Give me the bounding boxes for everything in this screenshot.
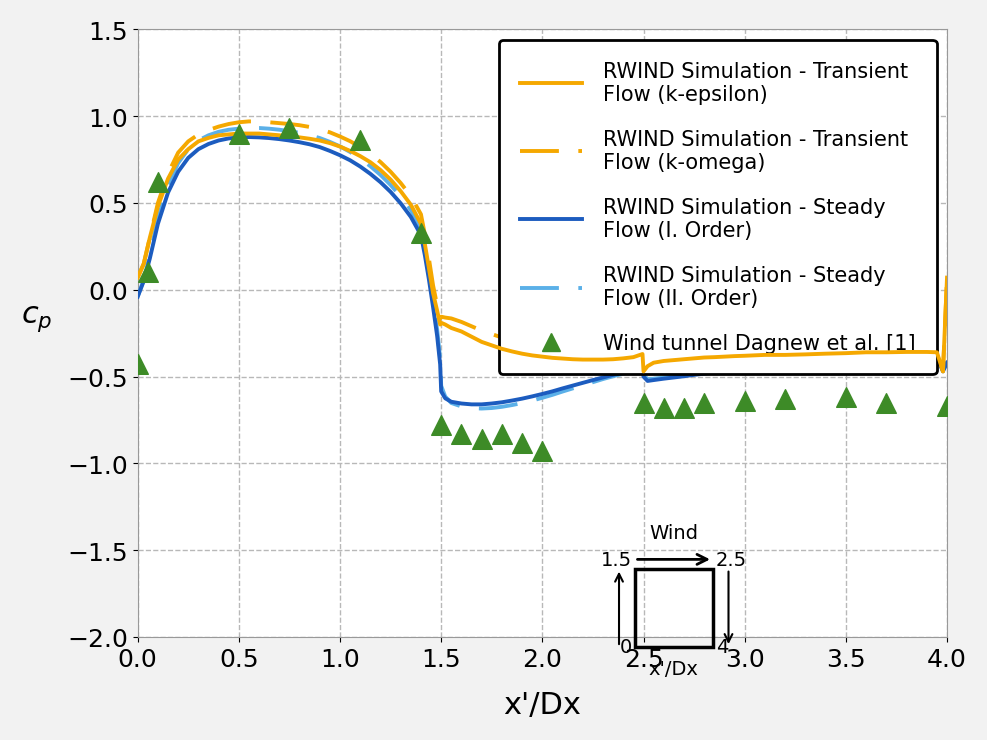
Text: 4: 4 [716,638,727,656]
Point [939,400,954,412]
Y-axis label: $c_p$: $c_p$ [21,304,52,334]
Point [777,394,793,406]
Point [352,135,368,147]
Point [514,437,530,449]
Point [129,359,145,371]
Point [877,397,893,409]
Point [837,392,853,404]
Point [494,428,509,440]
Point [433,420,449,431]
Point [675,403,691,414]
Point [413,227,428,239]
Point [281,123,297,135]
Text: 1.5: 1.5 [600,550,631,569]
Point [534,445,550,457]
Point [655,403,671,414]
Text: 0: 0 [619,638,631,656]
Text: Wind: Wind [648,523,698,542]
Point [696,397,712,409]
Point [453,428,469,440]
Point [140,267,156,279]
X-axis label: x'/Dx: x'/Dx [503,690,580,719]
Point [231,129,247,141]
Point [736,395,752,407]
Bar [635,569,713,647]
Text: 2.5: 2.5 [716,550,746,569]
Point [474,434,490,445]
Legend: RWIND Simulation - Transient
Flow (k-epsilon), RWIND Simulation - Transient
Flow: RWIND Simulation - Transient Flow (k-eps… [498,41,936,374]
Point [635,397,650,409]
Point [150,177,166,189]
Text: x'/Dx: x'/Dx [648,659,698,679]
